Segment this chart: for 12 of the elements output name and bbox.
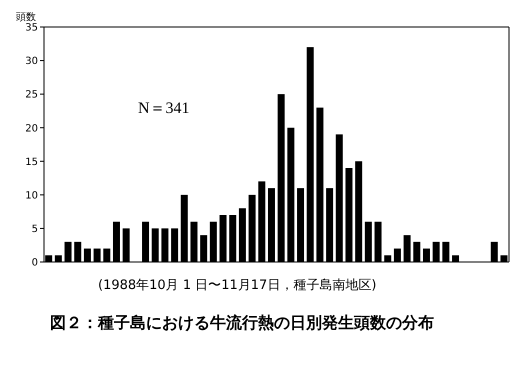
y-tick-label: 20: [25, 123, 38, 134]
y-axis-title: 頭数: [16, 11, 36, 23]
y-tick-label: 5: [32, 224, 38, 235]
y-tick-label: 10: [25, 190, 38, 202]
y-tick-label: 25: [25, 90, 38, 101]
y-tick-label: 30: [25, 56, 38, 68]
annotation: N＝341: [138, 99, 190, 119]
text: (1988年10月 1 日〜11月17日，種子島南地区): [98, 277, 376, 294]
y-tick-label: 0: [32, 258, 38, 269]
text: 図２：種子島における牛流行熱の日別発生頭数の分布: [50, 313, 434, 334]
y-tick-label: 15: [25, 156, 38, 168]
y-tick-label: 35: [25, 22, 38, 34]
